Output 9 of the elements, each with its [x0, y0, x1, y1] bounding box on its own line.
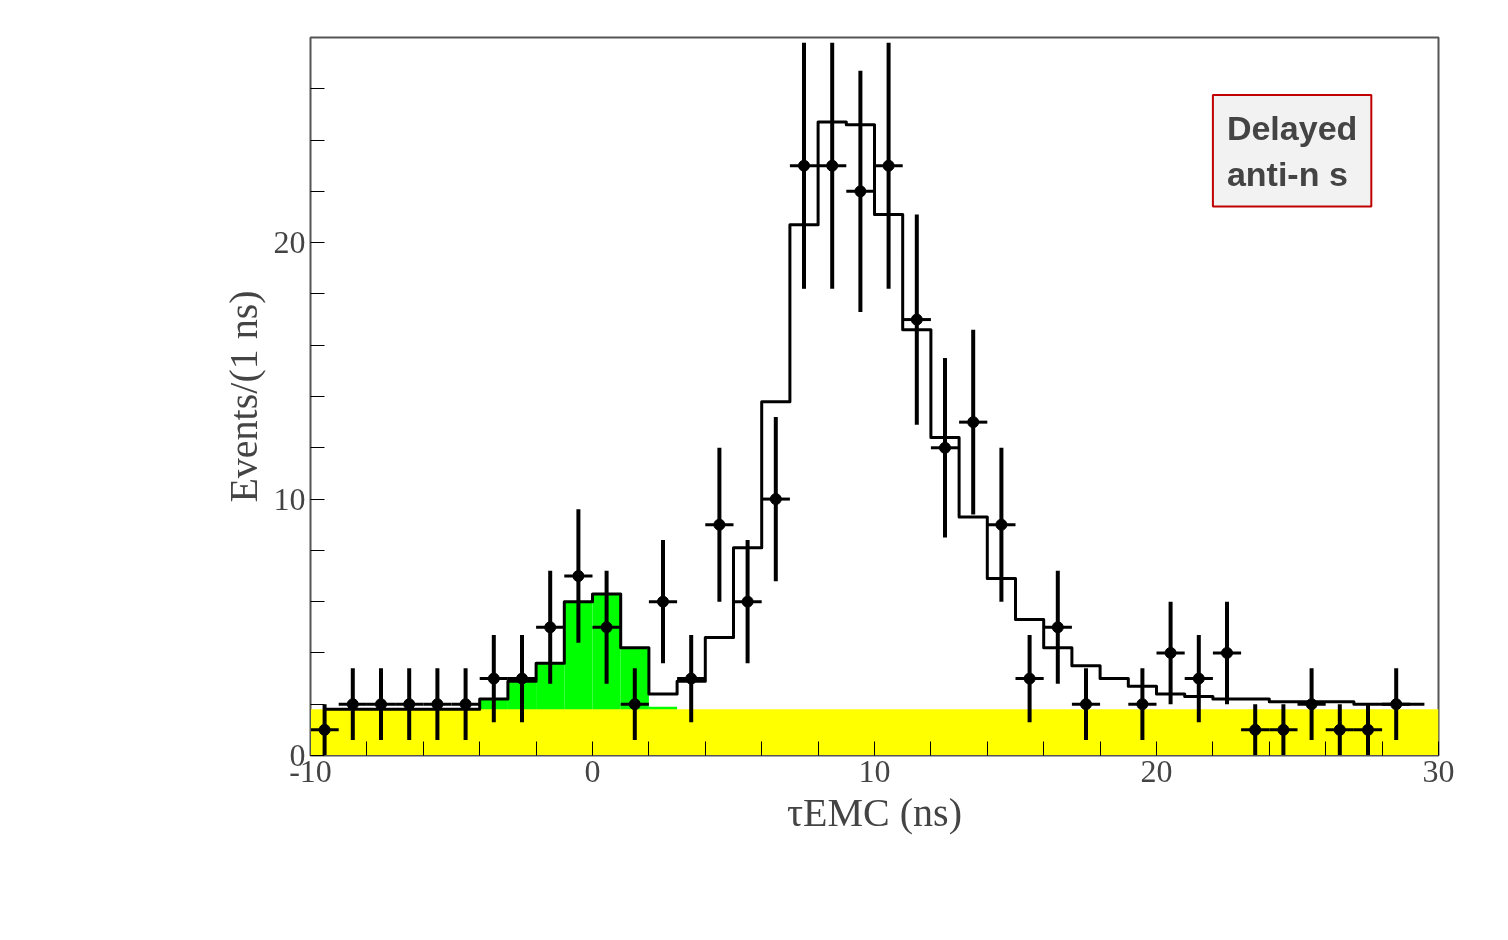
x-tick-label: 30	[1422, 752, 1455, 789]
y-axis-title: Events/(1 ns)	[220, 290, 266, 503]
y-tick-label: 20	[273, 224, 306, 261]
x-axis-title: τEMC (ns)	[787, 789, 962, 835]
x-tick-label: 0	[584, 752, 601, 789]
annotation: Delayed anti-n s	[1226, 108, 1358, 193]
x-tick-label: 10	[858, 752, 891, 789]
x-tick-label: 20	[1140, 752, 1173, 789]
y-tick-label: 10	[273, 480, 306, 517]
